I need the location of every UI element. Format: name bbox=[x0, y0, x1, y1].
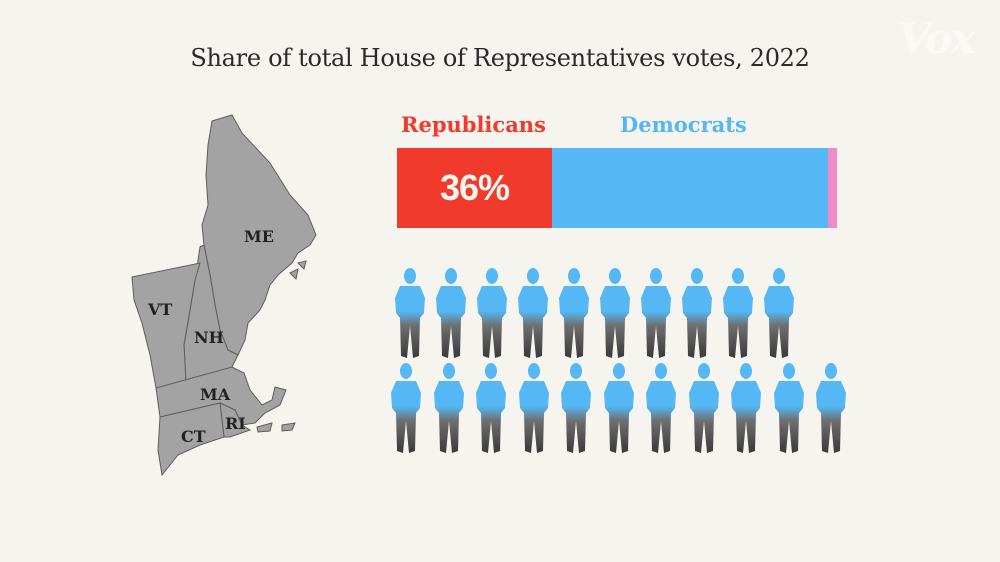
representative-figure bbox=[643, 363, 679, 455]
vote-share-bar: 36% bbox=[397, 148, 837, 228]
representative-figure bbox=[720, 268, 756, 360]
other-segment bbox=[828, 148, 837, 228]
state-label-ri: RI bbox=[225, 414, 246, 433]
representative-figure bbox=[558, 363, 594, 455]
representative-figure bbox=[601, 363, 637, 455]
representative-figure bbox=[771, 363, 807, 455]
representative-figure bbox=[686, 363, 722, 455]
representatives-grid bbox=[388, 268, 848, 458]
state-ct bbox=[157, 402, 225, 477]
representative-figure bbox=[761, 268, 797, 360]
chart-title: Share of total House of Representatives … bbox=[190, 44, 810, 72]
new-england-map: ME VT NH MA RI CT bbox=[120, 105, 360, 489]
representatives-row-2 bbox=[388, 363, 848, 458]
vox-logo: Vox bbox=[898, 14, 976, 63]
representative-figure bbox=[392, 268, 428, 360]
representative-figure bbox=[474, 268, 510, 360]
representative-figure bbox=[679, 268, 715, 360]
state-label-ct: CT bbox=[181, 427, 206, 446]
representative-figure bbox=[388, 363, 424, 455]
representative-figure bbox=[473, 363, 509, 455]
representative-figure bbox=[728, 363, 764, 455]
representative-figure bbox=[638, 268, 674, 360]
representative-figure bbox=[556, 268, 592, 360]
state-label-nh: NH bbox=[194, 328, 224, 347]
representative-figure bbox=[516, 363, 552, 455]
legend-republicans: Republicans bbox=[401, 112, 546, 137]
representative-figure bbox=[433, 268, 469, 360]
state-label-me: ME bbox=[244, 227, 274, 246]
state-me bbox=[201, 114, 317, 356]
legend-democrats: Democrats bbox=[620, 112, 747, 137]
representative-figure bbox=[431, 363, 467, 455]
representative-figure bbox=[813, 363, 849, 455]
republican-segment: 36% bbox=[397, 148, 552, 228]
representative-figure bbox=[597, 268, 633, 360]
republican-percent: 36% bbox=[439, 167, 510, 208]
representative-figure bbox=[515, 268, 551, 360]
state-label-ma: MA bbox=[200, 385, 231, 404]
democrat-segment bbox=[552, 148, 828, 228]
state-label-vt: VT bbox=[147, 300, 172, 319]
representatives-row-1 bbox=[388, 268, 848, 363]
